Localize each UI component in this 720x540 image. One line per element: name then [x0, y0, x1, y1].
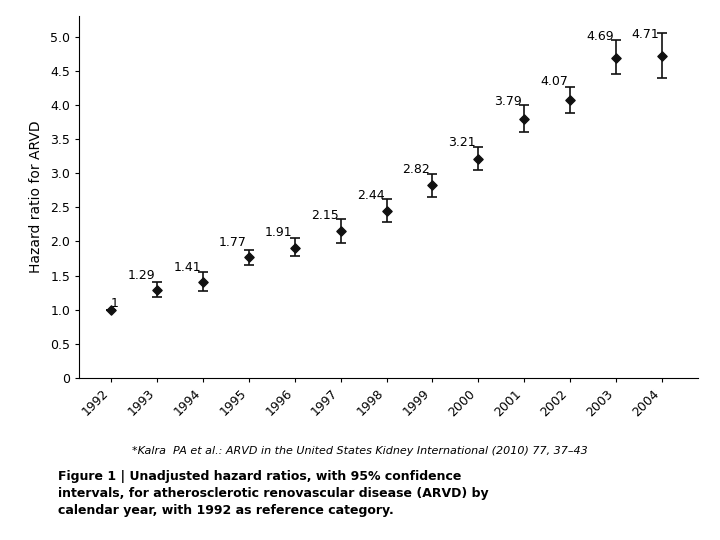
Text: 3.21: 3.21	[449, 136, 476, 150]
Point	[197, 278, 209, 286]
Text: 1.91: 1.91	[265, 226, 292, 239]
Text: 2.44: 2.44	[356, 189, 384, 202]
Text: 1: 1	[111, 297, 119, 310]
Text: 2.82: 2.82	[402, 163, 430, 176]
Point	[518, 115, 530, 124]
Text: 4.07: 4.07	[540, 75, 568, 88]
Point	[656, 52, 667, 61]
Text: 2.15: 2.15	[311, 208, 338, 222]
Text: 4.71: 4.71	[631, 29, 660, 42]
Point	[472, 154, 484, 163]
Text: 4.69: 4.69	[586, 30, 613, 43]
Point	[427, 181, 438, 190]
Text: 3.79: 3.79	[494, 96, 522, 109]
Text: *Kalra  PA et al.: ARVD in the United States Kidney International (2010) 77, 37–: *Kalra PA et al.: ARVD in the United Sta…	[132, 446, 588, 456]
Point	[106, 306, 117, 314]
Y-axis label: Hazard ratio for ARVD: Hazard ratio for ARVD	[30, 121, 43, 273]
Point	[564, 96, 576, 104]
Text: 1.41: 1.41	[174, 261, 201, 274]
Point	[243, 253, 255, 261]
Point	[151, 286, 163, 294]
Point	[335, 227, 346, 235]
Point	[289, 244, 300, 252]
Text: 1.29: 1.29	[127, 269, 155, 282]
Point	[610, 53, 621, 62]
Point	[381, 207, 392, 216]
Text: Figure 1 | Unadjusted hazard ratios, with 95% confidence
intervals, for atherosc: Figure 1 | Unadjusted hazard ratios, wit…	[58, 470, 488, 517]
Text: 1.77: 1.77	[219, 236, 247, 249]
